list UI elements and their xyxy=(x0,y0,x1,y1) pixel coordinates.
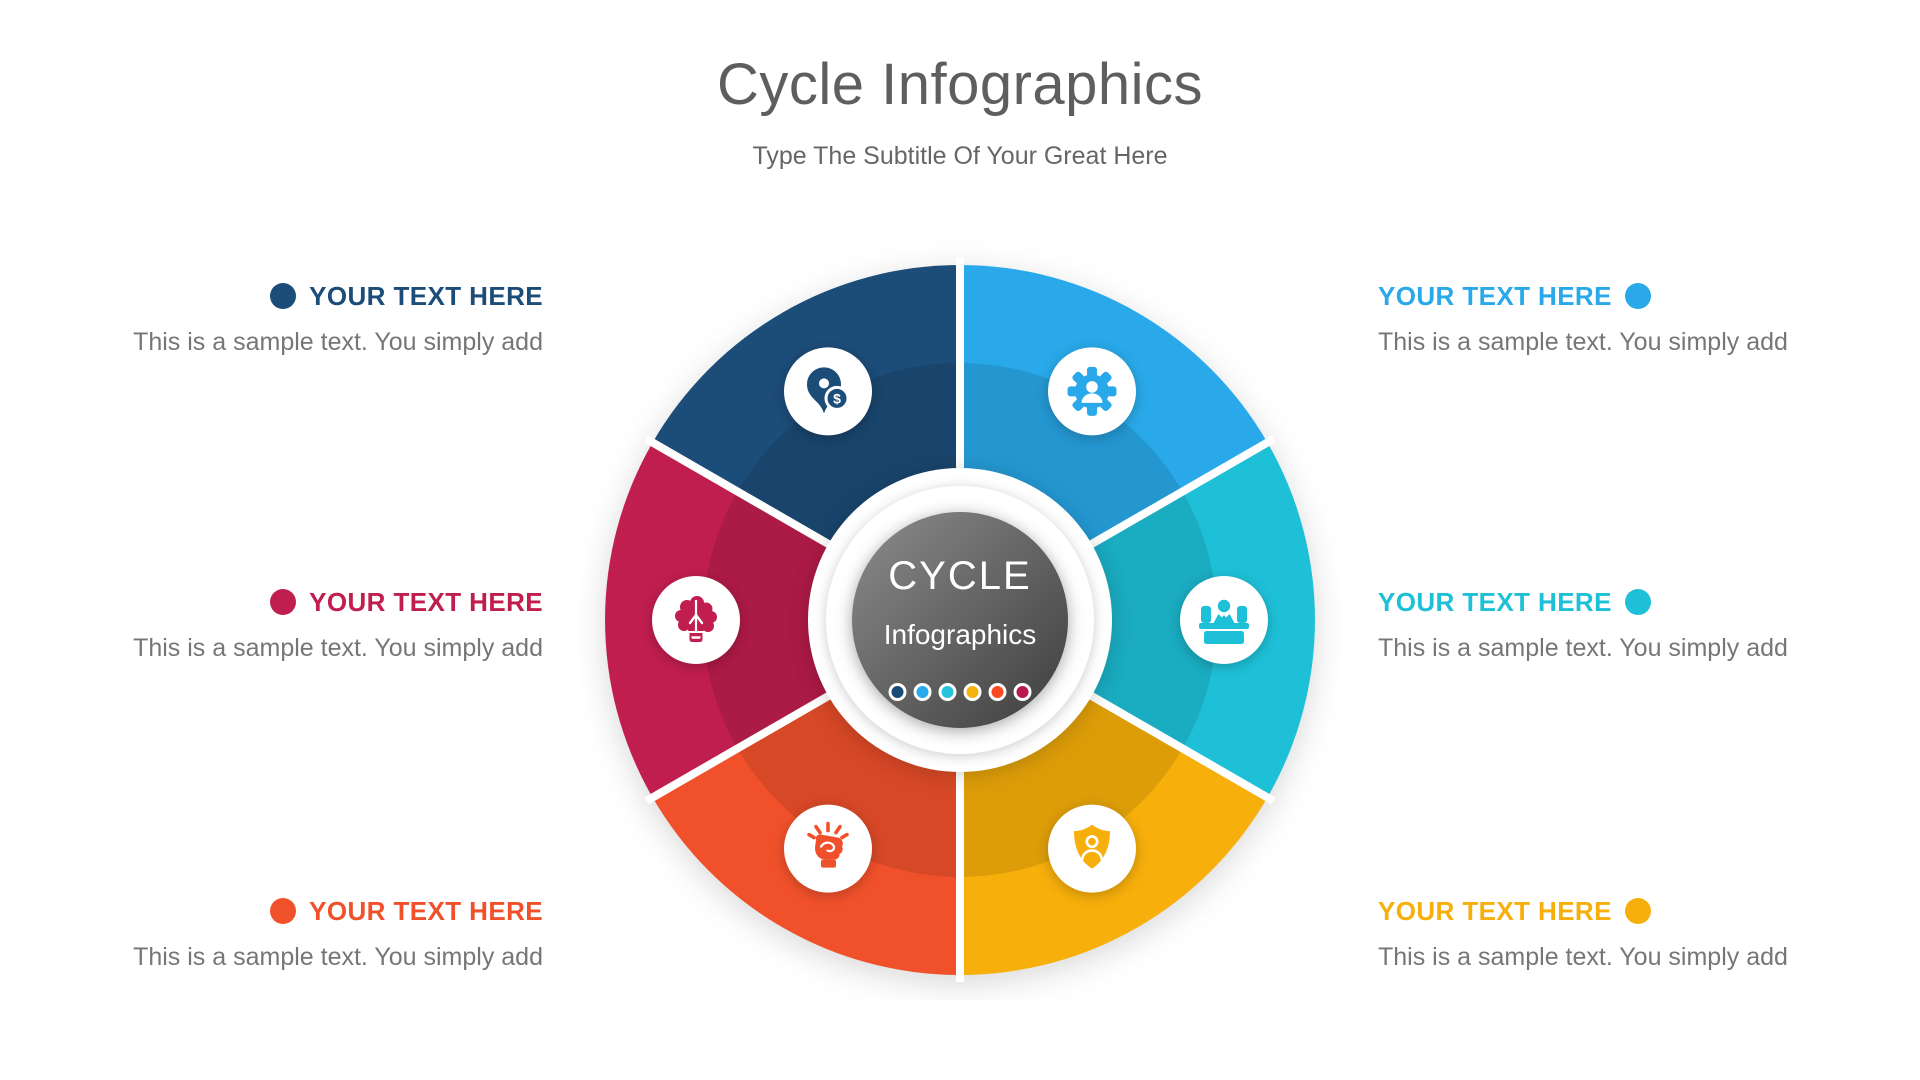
label-top-left-heading: YOUR TEXT HERE xyxy=(60,280,543,312)
color-dot-4 xyxy=(963,683,982,701)
label-heading-text: YOUR TEXT HERE xyxy=(1378,895,1612,926)
color-dot-1 xyxy=(888,683,907,701)
cycle-wheel-svg: CYCLE Infographics $ xyxy=(605,258,1315,982)
label-top-right: YOUR TEXT HERE This is a sample text. Yo… xyxy=(1378,280,1861,358)
label-body-text: This is a sample text. You simply add xyxy=(1378,328,1788,356)
label-body-text: This is a sample text. You simply add xyxy=(133,634,543,662)
fist-idea-icon xyxy=(807,821,849,868)
label-heading-text: YOUR TEXT HERE xyxy=(309,280,543,311)
bullet-dot xyxy=(270,283,297,309)
label-bottom-left-heading: YOUR TEXT HERE xyxy=(60,895,543,927)
segment-dividers xyxy=(644,258,1276,982)
segment-right xyxy=(960,442,1315,798)
label-middle-right-heading: YOUR TEXT HERE xyxy=(1378,586,1861,618)
label-body-text: This is a sample text. You simply add xyxy=(1378,943,1788,971)
label-middle-left: YOUR TEXT HERE This is a sample text. Yo… xyxy=(60,586,543,664)
gear-person-icon xyxy=(1067,366,1117,416)
segment-left xyxy=(605,442,960,798)
bullet-dot xyxy=(1624,283,1651,309)
money-location-pin-icon: $ xyxy=(807,367,850,414)
center-subtitle: Infographics xyxy=(884,619,1037,650)
segment-icons: $ xyxy=(652,347,1268,893)
color-dot-2 xyxy=(913,683,932,701)
label-bottom-right: YOUR TEXT HERE This is a sample text. Yo… xyxy=(1378,895,1861,973)
center-color-dots xyxy=(888,683,1032,701)
label-middle-left-heading: YOUR TEXT HERE xyxy=(60,586,543,618)
page-title: Cycle Infographics xyxy=(716,52,1204,117)
label-bottom-left: YOUR TEXT HERE This is a sample text. Yo… xyxy=(60,895,543,973)
label-body-text: This is a sample text. You simply add xyxy=(133,328,543,356)
label-top-right-heading: YOUR TEXT HERE xyxy=(1378,280,1861,312)
color-dot-6 xyxy=(1013,683,1032,701)
bullet-dot xyxy=(270,589,297,615)
cycle-wheel: CYCLE Infographics $ xyxy=(580,240,1340,1000)
bullet-dot xyxy=(270,898,297,924)
shield-person-icon xyxy=(1074,824,1110,869)
label-heading-text: YOUR TEXT HERE xyxy=(1378,586,1612,617)
bullet-dot xyxy=(1624,898,1651,924)
label-middle-right: YOUR TEXT HERE This is a sample text. Yo… xyxy=(1378,586,1861,664)
label-body-text: This is a sample text. You simply add xyxy=(1378,634,1788,662)
label-bottom-right-heading: YOUR TEXT HERE xyxy=(1378,895,1861,927)
brain-idea-icon xyxy=(675,596,717,642)
label-top-left: YOUR TEXT HERE This is a sample text. Yo… xyxy=(60,280,543,358)
svg-text:$: $ xyxy=(833,390,841,406)
reception-desk-icon xyxy=(1199,599,1249,644)
color-dot-3 xyxy=(938,683,957,701)
color-dot-5 xyxy=(988,683,1007,701)
label-heading-text: YOUR TEXT HERE xyxy=(309,586,543,617)
page-subtitle: Type The Subtitle Of Your Great Here xyxy=(752,142,1168,170)
center-title: CYCLE xyxy=(888,554,1031,598)
hub-core-circle xyxy=(852,512,1068,728)
label-heading-text: YOUR TEXT HERE xyxy=(309,895,543,926)
label-body-text: This is a sample text. You simply add xyxy=(133,943,543,971)
bullet-dot xyxy=(1624,589,1651,615)
label-heading-text: YOUR TEXT HERE xyxy=(1378,280,1612,311)
